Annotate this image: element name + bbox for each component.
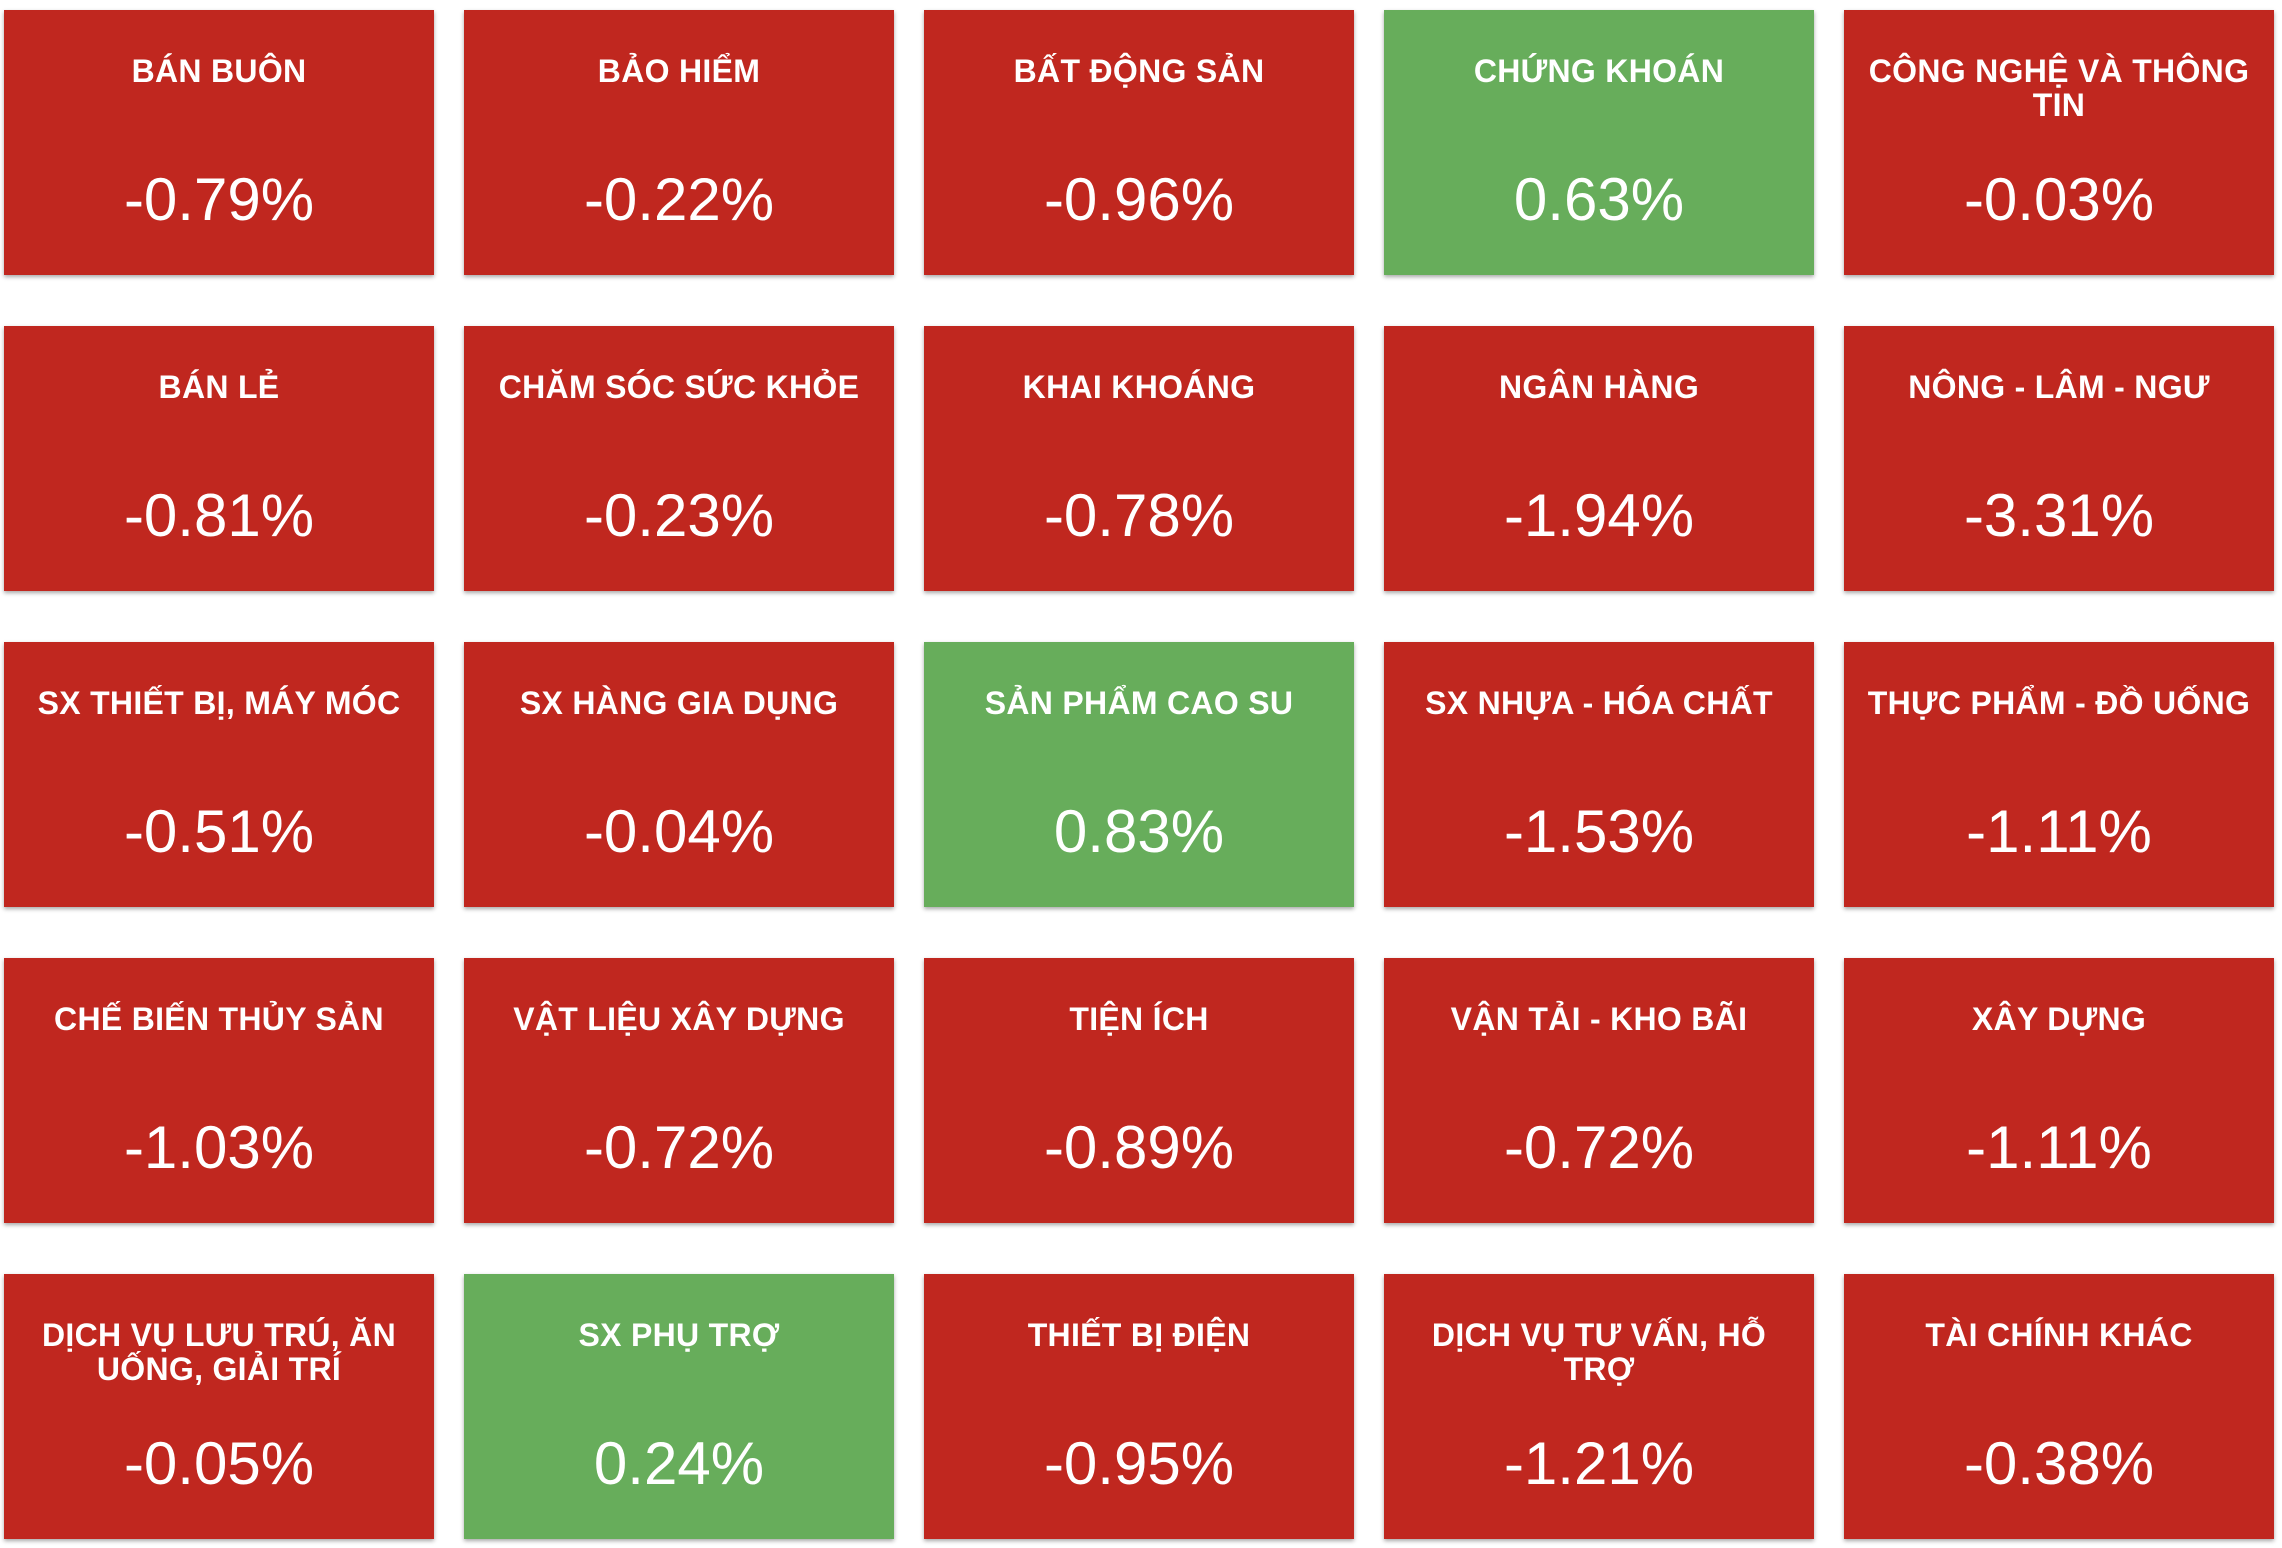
sector-tile-thuc-pham-do-uong[interactable]: THỰC PHẨM - ĐỒ UỐNG -1.11%: [1844, 642, 2274, 907]
sector-change: -0.51%: [123, 798, 315, 865]
sector-name: CHĂM SÓC SỨC KHỎE: [498, 369, 860, 405]
sector-change: -1.11%: [1966, 1114, 2152, 1181]
sector-tile-ban-le[interactable]: BÁN LẺ -0.81%: [4, 326, 434, 591]
sector-name: SẢN PHẨM CAO SU: [984, 685, 1294, 721]
sector-name: XÂY DỰNG: [1971, 1001, 2147, 1037]
sector-tile-dich-vu-luu-tru-an-uong-giai-tri[interactable]: DỊCH VỤ LƯU TRÚ, ĂN UỐNG, GIẢI TRÍ -0.05%: [4, 1274, 434, 1539]
sector-name: DỊCH VỤ TƯ VẤN, HỖ TRỢ: [1431, 1317, 1767, 1387]
sector-change: -0.03%: [1963, 166, 2155, 233]
sector-name: NGÂN HÀNG: [1498, 369, 1700, 405]
sector-tile-cham-soc-suc-khoe[interactable]: CHĂM SÓC SỨC KHỎE -0.23%: [464, 326, 894, 591]
sector-change: -0.72%: [583, 1114, 775, 1181]
sector-name: VẬT LIỆU XÂY DỰNG: [513, 1001, 845, 1037]
sector-tile-van-tai-kho-bai[interactable]: VẬN TẢI - KHO BÃI -0.72%: [1384, 958, 1814, 1223]
sector-change: -0.72%: [1503, 1114, 1695, 1181]
sector-change: -0.81%: [123, 482, 315, 549]
sector-change: -1.11%: [1966, 798, 2152, 865]
sector-name: SX THIẾT BỊ, MÁY MÓC: [37, 685, 401, 721]
sector-name: TÀI CHÍNH KHÁC: [1925, 1317, 2193, 1353]
sector-name: THIẾT BỊ ĐIỆN: [1027, 1317, 1251, 1353]
sector-name: DỊCH VỤ LƯU TRÚ, ĂN UỐNG, GIẢI TRÍ: [41, 1317, 396, 1387]
sector-name: VẬN TẢI - KHO BÃI: [1450, 1001, 1748, 1037]
sector-tile-xay-dung[interactable]: XÂY DỰNG -1.11%: [1844, 958, 2274, 1223]
sector-change: 0.63%: [1513, 166, 1685, 233]
sector-name: CHẾ BIẾN THỦY SẢN: [54, 1001, 384, 1037]
sector-change: -0.95%: [1043, 1430, 1235, 1497]
sector-tile-sx-nhua-hoa-chat[interactable]: SX NHỰA - HÓA CHẤT -1.53%: [1384, 642, 1814, 907]
sector-change: -1.03%: [123, 1114, 315, 1181]
sector-name: SX HÀNG GIA DỤNG: [519, 685, 839, 721]
sector-change: -3.31%: [1963, 482, 2155, 549]
sector-tile-nong-lam-ngu[interactable]: NÔNG - LÂM - NGƯ -3.31%: [1844, 326, 2274, 591]
sector-change: -0.79%: [123, 166, 315, 233]
sector-tile-sx-hang-gia-dung[interactable]: SX HÀNG GIA DỤNG -0.04%: [464, 642, 894, 907]
sector-tile-khai-khoang[interactable]: KHAI KHOÁNG -0.78%: [924, 326, 1354, 591]
sector-change: 0.83%: [1053, 798, 1225, 865]
sector-change: -1.94%: [1503, 482, 1695, 549]
sector-change: -0.05%: [123, 1430, 315, 1497]
sector-tile-cong-nghe-va-thong-tin[interactable]: CÔNG NGHỆ VÀ THÔNG TIN -0.03%: [1844, 10, 2274, 275]
sector-change: -1.53%: [1503, 798, 1695, 865]
sector-tile-bao-hiem[interactable]: BẢO HIỂM -0.22%: [464, 10, 894, 275]
sector-change: -1.21%: [1503, 1430, 1695, 1497]
sector-change: -0.78%: [1043, 482, 1235, 549]
sector-change: -0.38%: [1963, 1430, 2155, 1497]
sector-name: NÔNG - LÂM - NGƯ: [1908, 369, 2210, 405]
sector-name: BẢO HIỂM: [597, 53, 761, 89]
sector-tile-tai-chinh-khac[interactable]: TÀI CHÍNH KHÁC -0.38%: [1844, 1274, 2274, 1539]
sector-tile-sx-phu-tro[interactable]: SX PHỤ TRỢ 0.24%: [464, 1274, 894, 1539]
sector-name: TIỆN ÍCH: [1069, 1001, 1209, 1037]
sector-tile-dich-vu-tu-van-ho-tro[interactable]: DỊCH VỤ TƯ VẤN, HỖ TRỢ -1.21%: [1384, 1274, 1814, 1539]
sector-tile-tien-ich[interactable]: TIỆN ÍCH -0.89%: [924, 958, 1354, 1223]
sector-change: -0.22%: [583, 166, 775, 233]
sector-tile-sx-thiet-bi-may-moc[interactable]: SX THIẾT BỊ, MÁY MÓC -0.51%: [4, 642, 434, 907]
sector-name: CHỨNG KHOÁN: [1473, 53, 1725, 89]
sector-name: BẤT ĐỘNG SẢN: [1013, 53, 1265, 89]
sector-name: CÔNG NGHỆ VÀ THÔNG TIN: [1868, 53, 2250, 123]
sector-tile-bat-dong-san[interactable]: BẤT ĐỘNG SẢN -0.96%: [924, 10, 1354, 275]
sector-heatmap-grid: BÁN BUÔN -0.79% BẢO HIỂM -0.22% BẤT ĐỘNG S…: [4, 10, 2274, 1539]
sector-change: -0.89%: [1043, 1114, 1235, 1181]
sector-tile-thiet-bi-dien[interactable]: THIẾT BỊ ĐIỆN -0.95%: [924, 1274, 1354, 1539]
sector-name: BÁN LẺ: [158, 369, 280, 405]
sector-change: -0.96%: [1043, 166, 1235, 233]
sector-change: -0.04%: [583, 798, 775, 865]
sector-name: THỰC PHẨM - ĐỒ UỐNG: [1867, 685, 2251, 721]
sector-tile-che-bien-thuy-san[interactable]: CHẾ BIẾN THỦY SẢN -1.03%: [4, 958, 434, 1223]
sector-tile-ban-buon[interactable]: BÁN BUÔN -0.79%: [4, 10, 434, 275]
sector-change: 0.24%: [593, 1430, 765, 1497]
sector-name: SX PHỤ TRỢ: [578, 1317, 780, 1353]
sector-change: -0.23%: [583, 482, 775, 549]
sector-name: SX NHỰA - HÓA CHẤT: [1425, 685, 1773, 721]
sector-tile-san-pham-cao-su[interactable]: SẢN PHẨM CAO SU 0.83%: [924, 642, 1354, 907]
sector-name: BÁN BUÔN: [131, 53, 307, 89]
sector-tile-ngan-hang[interactable]: NGÂN HÀNG -1.94%: [1384, 326, 1814, 591]
sector-name: KHAI KHOÁNG: [1022, 369, 1256, 405]
sector-tile-chung-khoan[interactable]: CHỨNG KHOÁN 0.63%: [1384, 10, 1814, 275]
sector-tile-vat-lieu-xay-dung[interactable]: VẬT LIỆU XÂY DỰNG -0.72%: [464, 958, 894, 1223]
